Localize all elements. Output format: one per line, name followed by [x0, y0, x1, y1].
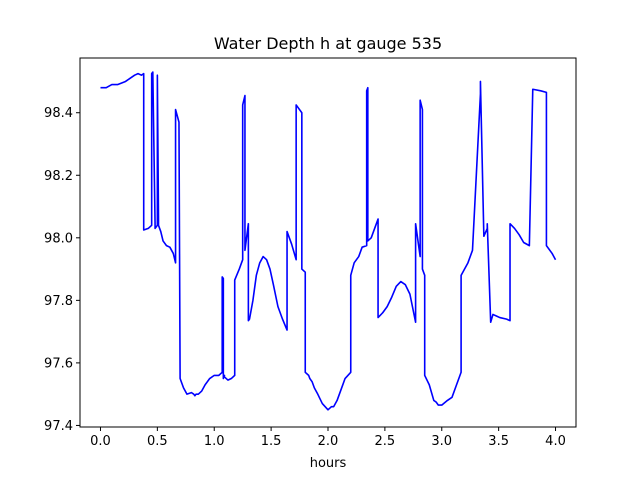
- x-tick-label: 0.0: [90, 434, 111, 449]
- x-tick-label: 1.0: [204, 434, 225, 449]
- y-tick-label: 98.2: [44, 169, 73, 184]
- x-tick-label: 3.0: [431, 434, 452, 449]
- plot-area: [100, 71, 557, 411]
- x-tick-label: 4.0: [545, 434, 566, 449]
- y-tick-label: 97.8: [44, 294, 73, 309]
- chart-title: Water Depth h at gauge 535: [214, 34, 442, 53]
- y-tick-label: 97.4: [44, 419, 73, 434]
- y-axis: 97.4 97.6 97.8 98.0 98.2 98.4: [44, 106, 80, 434]
- x-tick-label: 3.5: [488, 434, 509, 449]
- x-tick-label: 2.0: [318, 434, 339, 449]
- x-axis-label: hours: [310, 456, 347, 471]
- y-tick-label: 98.0: [44, 231, 73, 246]
- x-tick-label: 1.5: [261, 434, 282, 449]
- series-line-0: [100, 71, 557, 411]
- x-tick-label: 2.5: [375, 434, 396, 449]
- x-axis: 0.0 0.5 1.0 1.5 2.0 2.5 3.0 3.5 4.0: [90, 427, 566, 449]
- y-tick-label: 97.6: [44, 356, 73, 371]
- y-tick-label: 98.4: [44, 106, 73, 121]
- x-tick-label: 0.5: [147, 434, 168, 449]
